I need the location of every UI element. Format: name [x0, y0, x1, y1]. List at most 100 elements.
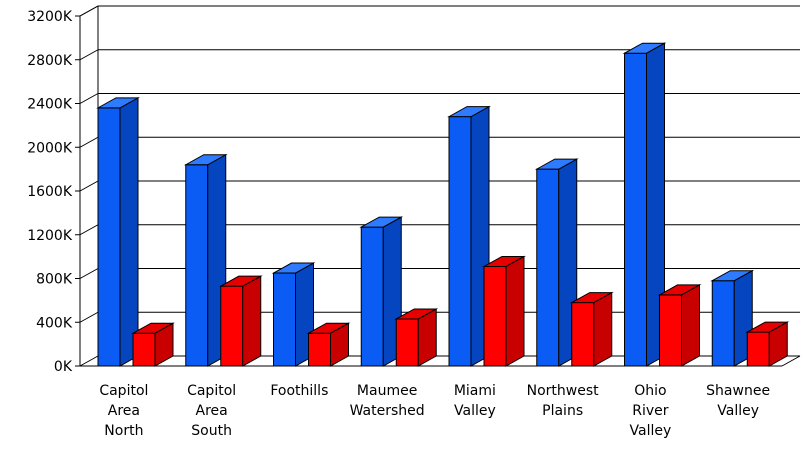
bar-series-0-side	[119, 97, 139, 367]
bar-series-1-front	[746, 331, 770, 367]
bar-series-0	[534, 158, 579, 367]
x-tick-label-line: Watershed	[350, 403, 425, 419]
gridline-side	[79, 49, 99, 61]
bar-series-0-front	[97, 107, 121, 367]
bar-series-1-side	[681, 284, 700, 367]
bar-series-0-front	[536, 168, 560, 367]
bar-series-1	[657, 284, 702, 367]
bar-series-0	[359, 216, 404, 367]
y-tick-label: 800K	[36, 272, 73, 288]
x-tick-label-line: Capitol	[99, 383, 148, 399]
bar-series-0-top	[447, 106, 491, 118]
x-tick-label-line: Plains	[542, 403, 583, 419]
x-tick-label: Maumee Watershed	[350, 383, 425, 419]
bar-series-1-front	[220, 285, 244, 367]
gridline-side	[79, 5, 99, 17]
gridline-side	[79, 224, 99, 236]
x-tick-label: Capitol Area North	[99, 383, 148, 439]
x-tick-label-line: Area	[196, 403, 228, 419]
x-tick-label-line: Valley	[630, 423, 672, 439]
x-tick-label: Capitol Area South	[187, 383, 236, 439]
x-tick-label-line: Capitol	[187, 383, 236, 399]
y-tick-label: 1200K	[27, 228, 73, 244]
bar-series-1-front	[132, 332, 156, 367]
x-tick-label: Northwest Plains	[527, 383, 600, 419]
bar-series-1-top	[657, 284, 702, 296]
x-tick-label-line: River	[632, 403, 669, 419]
y-tick-label: 1600K	[27, 184, 73, 200]
x-tick-label-line: Area	[108, 403, 140, 419]
bar-series-0-top	[359, 216, 404, 228]
x-tick-label-line: Valley	[717, 403, 759, 419]
bar-series-0-top	[271, 262, 316, 274]
x-tick-label-line: Foothills	[270, 383, 328, 399]
gridline-side	[79, 93, 99, 104]
bar-series-1-front	[571, 302, 595, 367]
bar-series-1-top	[218, 275, 263, 287]
bar-series-0	[622, 42, 667, 367]
bar-series-0-front	[360, 226, 384, 367]
x-tick-label-line: Maumee	[357, 383, 417, 399]
y-tick-label: 400K	[36, 315, 73, 331]
x-tick-label: Foothills	[270, 383, 328, 399]
bar-series-1-front	[395, 318, 419, 367]
bar-series-0	[96, 97, 140, 367]
bar-series-1-side	[505, 255, 525, 367]
bar-series-0	[271, 262, 316, 367]
floor-right-edge	[781, 355, 801, 367]
bar-series-1	[131, 322, 175, 367]
x-tick-label-line: Miami	[454, 383, 496, 399]
bar-series-1-top	[745, 321, 790, 333]
bar-series-1-front	[659, 294, 682, 367]
y-tick-label: 2800K	[27, 53, 73, 69]
x-tick-label: Miami Valley	[454, 383, 496, 419]
bar-series-1	[394, 308, 439, 367]
bar-series-0-top	[183, 154, 228, 166]
bar-series-1-front	[483, 265, 507, 367]
x-tick-label: Shawnee Valley	[706, 383, 770, 419]
bar-series-0	[447, 105, 491, 367]
x-tick-label-line: Valley	[454, 403, 496, 419]
x-tick-label-line: North	[104, 423, 143, 439]
bar-series-0-front	[273, 272, 296, 367]
bar-series-0-top	[534, 158, 579, 170]
y-tick-label: 0K	[54, 359, 73, 375]
bar-series-1-side	[593, 291, 613, 367]
bar-series-1	[482, 255, 526, 367]
bar-series-0	[183, 153, 228, 367]
bar-series-1-top	[306, 322, 351, 334]
bar-series-0-top	[622, 42, 667, 54]
gridline-side	[79, 136, 99, 148]
bar-series-1-top	[394, 308, 439, 320]
bar-series-0-top	[710, 270, 755, 282]
x-tick-label: Ohio River Valley	[630, 383, 672, 439]
bar-series-1	[745, 321, 790, 367]
gridline-side	[79, 180, 99, 192]
x-tick-label-line: South	[191, 423, 232, 439]
x-tick-label-line: Shawnee	[706, 383, 770, 399]
gridline-side	[79, 311, 99, 323]
y-tick-label: 2400K	[27, 97, 73, 113]
bar-series-1-top	[569, 292, 614, 304]
bar-series-0	[710, 269, 755, 367]
bar-series-0-top	[96, 97, 140, 109]
bar-series-0-front	[711, 280, 735, 367]
y-tick-label: 2000K	[27, 140, 73, 156]
bar-series-1	[306, 322, 351, 367]
bar-series-1-side	[242, 275, 262, 367]
gridline-side	[79, 355, 99, 367]
bar-series-0-front	[448, 116, 472, 367]
bar-series-0-front	[185, 164, 209, 367]
bar-series-1	[218, 275, 263, 367]
x-tick-label-line: Northwest	[527, 383, 600, 399]
y-tick-label: 3200K	[27, 9, 73, 25]
bar-series-1-front	[308, 332, 331, 367]
bar-series-1	[569, 291, 614, 367]
gridline-side	[79, 268, 99, 279]
x-tick-label-line: Ohio	[634, 383, 666, 399]
bar-series-1-top	[131, 322, 175, 334]
bar-series-0-front	[624, 52, 647, 367]
bar-series-1-top	[482, 255, 526, 267]
